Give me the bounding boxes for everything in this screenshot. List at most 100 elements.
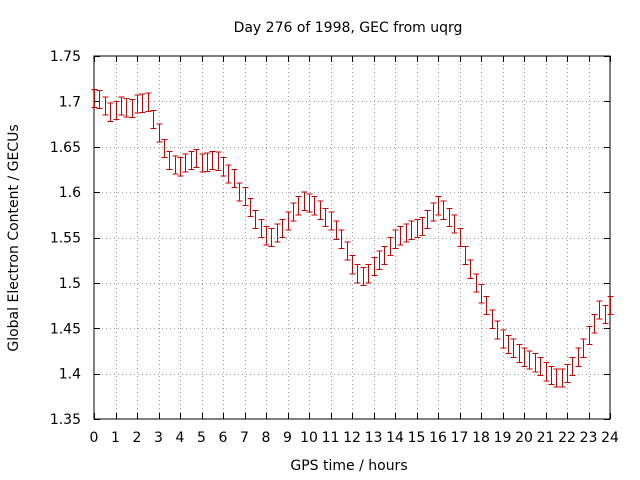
chart-title: Day 276 of 1998, GEC from uqrg	[234, 20, 463, 36]
data-point	[236, 182, 243, 202]
data-point	[397, 226, 404, 246]
data-point	[596, 300, 603, 320]
data-point	[521, 347, 528, 367]
data-point	[252, 209, 259, 229]
x-tick-label: 4	[176, 430, 185, 446]
data-point	[96, 89, 103, 110]
x-tick-label: 1	[111, 430, 120, 446]
data-point	[134, 94, 141, 114]
data-point	[317, 200, 324, 220]
data-point	[489, 309, 496, 329]
x-tick-label: 13	[365, 430, 383, 446]
data-point	[344, 241, 351, 261]
data-point	[199, 153, 206, 173]
data-point	[387, 237, 394, 257]
axis-ticks	[94, 56, 611, 420]
y-axis-label: Global Electron Content / GECUs	[6, 124, 22, 351]
data-point	[279, 218, 286, 238]
data-point	[322, 207, 329, 228]
data-point	[129, 99, 136, 119]
data-point	[602, 305, 609, 325]
data-point	[188, 150, 195, 170]
data-point	[419, 217, 426, 237]
x-tick-label: 8	[262, 430, 271, 446]
x-tick-label: 19	[494, 430, 512, 446]
data-point	[172, 155, 179, 175]
data-point	[569, 356, 576, 376]
data-point	[440, 200, 447, 220]
data-point	[91, 89, 98, 109]
data-point	[403, 223, 410, 243]
data-point	[424, 209, 431, 229]
data-point	[462, 246, 469, 266]
data-point	[263, 226, 270, 246]
data-point	[516, 344, 523, 364]
y-tick-label: 1.75	[50, 49, 81, 65]
tick-labels: 0 1 2 3 4 5 6 7 8 9 10 11 12 13 14 15 16 17 18 19 20 21 22 23 24…	[50, 49, 619, 446]
data-point	[113, 100, 120, 121]
data-point	[123, 98, 130, 118]
data-point	[553, 368, 560, 388]
x-tick-label: 18	[472, 430, 490, 446]
data-point	[220, 157, 227, 177]
y-tick-label: 1.65	[50, 140, 81, 156]
data-point	[274, 223, 281, 243]
data-point	[204, 152, 211, 172]
x-tick-label: 11	[322, 430, 340, 446]
x-tick-label: 16	[429, 430, 447, 446]
data-point	[360, 266, 367, 287]
x-tick-label: 24	[601, 430, 619, 446]
data-point	[177, 157, 184, 177]
data-point	[338, 229, 345, 249]
y-tick-label: 1.5	[59, 276, 81, 292]
data-point	[376, 250, 383, 270]
data-point	[118, 96, 125, 116]
grid-lines	[94, 56, 610, 419]
data-point	[145, 92, 152, 112]
data-point	[580, 338, 587, 358]
data-point	[247, 197, 254, 218]
data-point	[107, 102, 114, 122]
data-point	[328, 211, 335, 231]
data-point	[225, 164, 232, 184]
x-tick-label: 20	[515, 430, 533, 446]
data-point	[301, 191, 308, 211]
x-tick-label: 5	[197, 430, 206, 446]
x-tick-label: 9	[283, 430, 292, 446]
data-point	[392, 229, 399, 249]
data-point	[182, 153, 189, 173]
x-tick-label: 6	[219, 430, 228, 446]
data-point	[559, 368, 566, 388]
x-tick-label: 0	[90, 430, 99, 446]
data-point	[150, 109, 157, 130]
data-point	[166, 150, 173, 170]
data-point	[285, 211, 292, 231]
data-point	[500, 329, 507, 349]
y-tick-label: 1.7	[59, 94, 81, 110]
x-tick-label: 2	[133, 430, 142, 446]
data-point	[430, 202, 437, 222]
data-point	[478, 284, 485, 304]
y-tick-label: 1.55	[50, 231, 81, 247]
data-point	[505, 335, 512, 355]
data-point	[451, 214, 458, 234]
x-tick-label: 17	[451, 430, 469, 446]
x-tick-label: 10	[300, 430, 318, 446]
data-point	[564, 364, 571, 384]
data-series	[91, 89, 614, 388]
data-point	[333, 220, 340, 240]
data-point	[510, 338, 517, 358]
data-point	[467, 259, 474, 279]
data-point	[139, 93, 146, 113]
data-point	[543, 362, 550, 382]
x-tick-label: 12	[343, 430, 361, 446]
data-point	[586, 325, 593, 346]
data-point	[575, 347, 582, 367]
y-tick-label: 1.6	[59, 185, 81, 201]
x-tick-label: 15	[408, 430, 426, 446]
data-point	[591, 314, 598, 334]
data-point	[537, 356, 544, 376]
data-point	[435, 196, 442, 216]
